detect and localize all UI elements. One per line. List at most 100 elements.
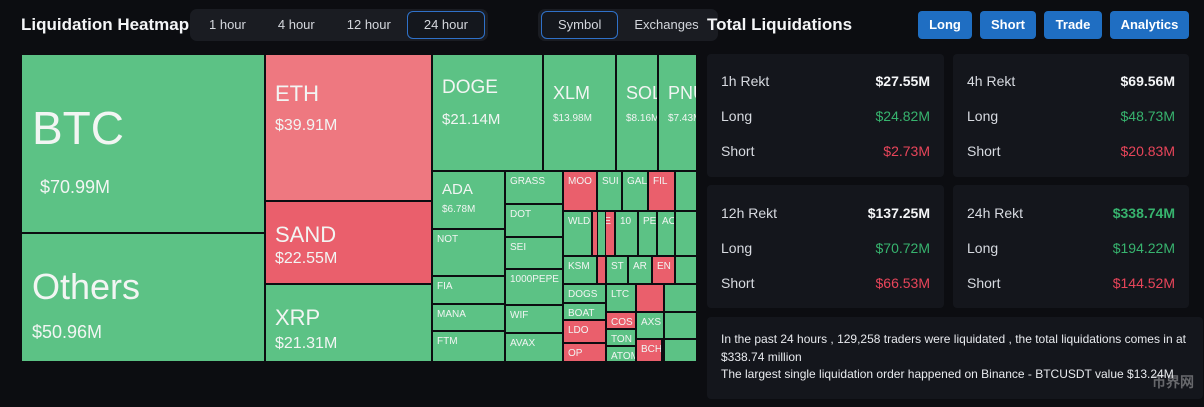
- tile-pe[interactable]: PE: [638, 211, 657, 256]
- tile-fia[interactable]: FIA: [432, 276, 505, 304]
- card-total: $27.55M: [875, 73, 930, 89]
- tile-symbol: XRP: [275, 305, 321, 330]
- tile-boat[interactable]: BOAT: [563, 303, 606, 320]
- tab-12-hour[interactable]: 12 hour: [346, 17, 391, 32]
- short-button[interactable]: Short: [980, 11, 1036, 39]
- tile-symbol: EN: [657, 261, 671, 272]
- tile-value: $6.78M: [442, 204, 476, 215]
- tile-unlabeled[interactable]: [664, 312, 697, 339]
- tile-value: $70.99M: [40, 177, 111, 197]
- tile-unlabeled[interactable]: [597, 211, 606, 256]
- short-label: Short: [721, 143, 755, 159]
- tile-mana[interactable]: MANA: [432, 304, 505, 331]
- tile-symbol: SOL: [626, 83, 657, 103]
- liquidation-treemap: BTC $70.99M Others $50.96M ETH $39.91M SAND $22…: [21, 54, 697, 362]
- tile-btc[interactable]: BTC $70.99M: [21, 54, 265, 233]
- tile-symbol: Others: [32, 266, 141, 307]
- tile-symbol: GAL: [627, 176, 648, 187]
- tile-axs[interactable]: AXS: [636, 312, 664, 339]
- tile-bch[interactable]: BCH: [636, 339, 662, 362]
- tile-fil[interactable]: FIL: [648, 171, 675, 211]
- tile-not[interactable]: NOT: [432, 229, 505, 276]
- tile-ton[interactable]: TON: [606, 329, 636, 346]
- tile-grass[interactable]: GRASS: [505, 171, 563, 204]
- tab-4-hour[interactable]: 4 hour: [277, 17, 315, 32]
- tile-symbol: WLD: [568, 216, 591, 227]
- tile-cos[interactable]: COS: [606, 312, 636, 329]
- total-liquidations-title: Total Liquidations: [707, 15, 853, 34]
- short-label: Short: [967, 143, 1001, 159]
- tile-symbol: SEI: [510, 242, 527, 253]
- tile-symbol: ATOM: [611, 351, 635, 362]
- tile-doge[interactable]: DOGE $21.14M: [432, 54, 543, 171]
- tile-xrp[interactable]: XRP $21.31M: [265, 284, 432, 362]
- tile-value: $8.16M: [626, 113, 658, 124]
- tile-wld[interactable]: WLD: [563, 211, 592, 256]
- tile-symbol: KSM: [568, 261, 590, 272]
- tile-symbol: COS: [611, 317, 633, 328]
- card-label: 12h Rekt: [721, 205, 778, 221]
- analytics-button[interactable]: Analytics: [1110, 11, 1189, 39]
- tab-24-hour[interactable]: 24 hour: [406, 11, 485, 39]
- tile-avax[interactable]: AVAX: [505, 333, 563, 362]
- trade-button[interactable]: Trade: [1044, 11, 1102, 39]
- card-short-value: $2.73M: [883, 143, 930, 159]
- tile-unlabeled[interactable]: [664, 339, 697, 362]
- tile-sei[interactable]: SEI: [505, 237, 563, 269]
- tile-st[interactable]: ST: [606, 256, 628, 284]
- tile-symbol: FIL: [653, 176, 668, 187]
- tile-10[interactable]: 10: [615, 211, 638, 256]
- tile-op[interactable]: OP: [563, 343, 606, 362]
- tile-unlabeled[interactable]: [597, 256, 606, 284]
- tile-sui[interactable]: SUI: [597, 171, 622, 211]
- view-tabs: Symbol Exchanges: [538, 9, 718, 41]
- tile-symbol: FTM: [437, 336, 458, 347]
- tile-symbol: SAND: [275, 222, 337, 247]
- tile-ao[interactable]: AO: [657, 211, 675, 256]
- short-label: Short: [721, 275, 755, 291]
- time-range-tabs: 1 hour 4 hour 12 hour 24 hour: [190, 9, 488, 41]
- tile-1000pepe[interactable]: 1000PEPE: [505, 269, 563, 305]
- tile-ada[interactable]: ADA $6.78M: [432, 171, 505, 229]
- tile-dot[interactable]: DOT: [505, 204, 563, 237]
- tile-sol[interactable]: SOL $8.16M: [616, 54, 658, 171]
- tile-symbol: TON: [611, 334, 632, 345]
- tile-dogs[interactable]: DOGS: [563, 284, 606, 303]
- tile-xlm[interactable]: XLM $13.98M: [543, 54, 616, 171]
- tile-eth[interactable]: ETH $39.91M: [265, 54, 432, 201]
- rekt-card-12h: 12h Rekt $137.25M Long $70.72M Short $66.53…: [707, 185, 944, 308]
- tile-ksm[interactable]: KSM: [563, 256, 597, 284]
- tile-unlabeled[interactable]: [662, 339, 664, 362]
- tile-others[interactable]: Others $50.96M: [21, 233, 265, 362]
- tile-symbol: ST: [611, 261, 624, 272]
- tile-ftm[interactable]: FTM: [432, 331, 505, 362]
- tile-pnut[interactable]: PNUT $7.43M: [658, 54, 697, 171]
- long-button[interactable]: Long: [918, 11, 972, 39]
- tile-ar[interactable]: AR: [628, 256, 652, 284]
- card-total: $69.56M: [1120, 73, 1175, 89]
- tile-ltc[interactable]: LTC: [606, 284, 636, 312]
- tile-symbol: DOGE: [442, 77, 498, 98]
- tile-symbol: BCH: [641, 344, 662, 355]
- tile-symbol: FIA: [437, 281, 453, 292]
- tile-symbol: LDO: [568, 325, 589, 336]
- tile-unlabeled[interactable]: [675, 211, 697, 256]
- tile-unlabeled[interactable]: [636, 284, 664, 312]
- tile-moo[interactable]: MOO: [563, 171, 597, 211]
- tile-ldo[interactable]: LDO: [563, 320, 606, 343]
- tile-unlabeled[interactable]: [675, 256, 697, 284]
- tab-exchanges[interactable]: Exchanges: [634, 17, 699, 32]
- card-long-value: $48.73M: [1120, 108, 1175, 124]
- tile-unlabeled[interactable]: [664, 284, 697, 312]
- tile-symbol: SUI: [602, 176, 619, 187]
- tab-symbol[interactable]: Symbol: [541, 11, 619, 39]
- tile-atom[interactable]: ATOM: [606, 346, 636, 362]
- tile-en[interactable]: EN: [652, 256, 675, 284]
- tile-wif[interactable]: WIF: [505, 305, 563, 333]
- tile-unlabeled[interactable]: [675, 171, 697, 211]
- tile-symbol: LTC: [611, 289, 630, 300]
- tab-1-hour[interactable]: 1 hour: [209, 17, 246, 32]
- tile-gal[interactable]: GAL: [622, 171, 648, 211]
- tile-symbol: AXS: [641, 317, 662, 328]
- tile-sand[interactable]: SAND $22.55M: [265, 201, 432, 284]
